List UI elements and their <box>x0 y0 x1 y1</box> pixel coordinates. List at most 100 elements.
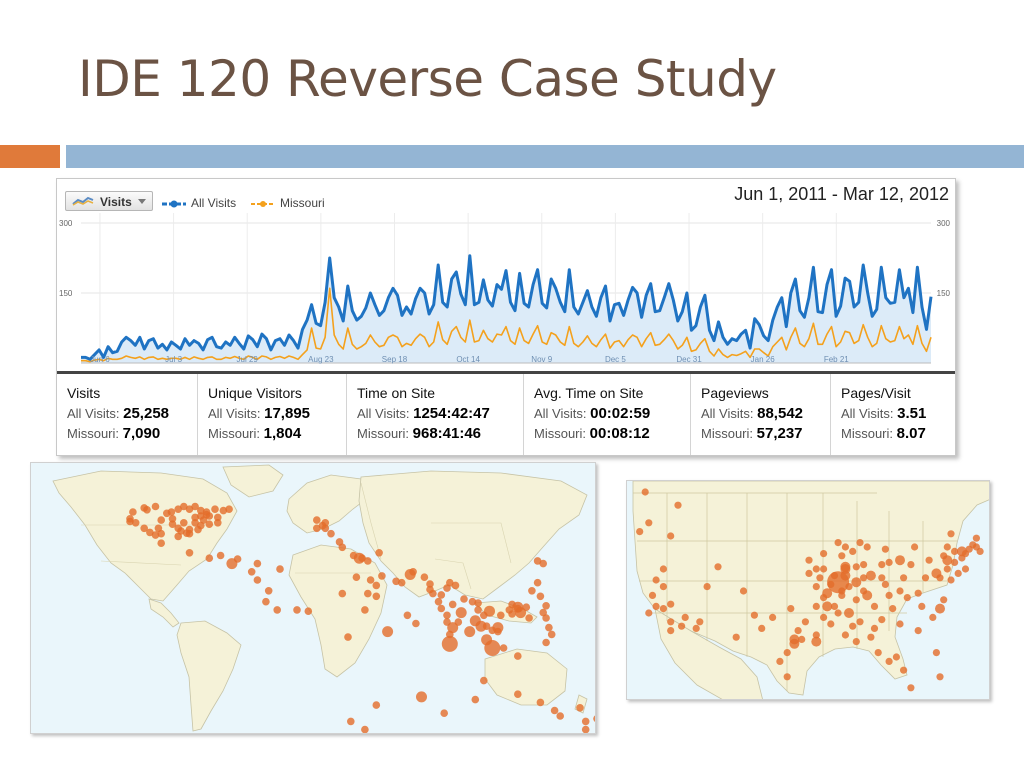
land-greenland <box>222 464 284 498</box>
visitor-location-marker <box>935 603 945 614</box>
visitor-location-marker <box>214 513 222 522</box>
visitor-location-marker <box>293 606 301 614</box>
visitor-location-marker <box>641 488 649 496</box>
visitor-location-marker <box>344 633 352 641</box>
date-range[interactable]: Jun 1, 2011 - Mar 12, 2012 <box>734 184 949 204</box>
us-map[interactable] <box>626 480 990 700</box>
visitor-location-marker <box>907 684 915 692</box>
visitor-location-marker <box>798 635 806 643</box>
visitor-location-marker <box>849 547 857 555</box>
metric-dropdown-label: Visits <box>100 195 132 209</box>
visitor-location-marker <box>451 581 460 590</box>
visitor-location-marker <box>667 627 675 635</box>
stat-pageviews[interactable]: Pageviews All Visits: 88,542 Missouri: 57,… <box>691 374 831 455</box>
stat-all-label: All Visits: <box>208 406 261 421</box>
x-tick-label: Jun 6 <box>90 355 110 364</box>
visitor-location-marker <box>397 578 406 587</box>
line-chart-icon <box>72 196 94 206</box>
visitor-location-marker <box>947 576 955 584</box>
stat-all-visits-row: All Visits: 88,542 <box>701 404 830 424</box>
stat-mo-label: Missouri: <box>357 426 410 441</box>
state-borders <box>633 492 957 691</box>
stat-mo-label: Missouri: <box>701 426 754 441</box>
border-india <box>434 558 472 590</box>
stat-pages-visit[interactable]: Pages/Visit All Visits: 3.51 Missouri: 8.0… <box>831 374 955 455</box>
visitor-location-marker <box>247 568 256 576</box>
visitor-location-marker <box>878 561 886 569</box>
accent-bar-orange <box>0 145 60 168</box>
stat-avg-time-on-site[interactable]: Avg. Time on Site All Visits: 00:02:59 Mis… <box>524 374 691 455</box>
stat-time-on-site[interactable]: Time on Site All Visits: 1254:42:47 Missou… <box>347 374 524 455</box>
visitor-location-marker <box>525 614 533 622</box>
visitor-location-marker <box>852 638 860 646</box>
visitor-location-marker <box>475 620 487 632</box>
visitor-location-marker <box>827 620 835 628</box>
stat-all-label: All Visits: <box>357 406 410 421</box>
visitor-location-marker <box>851 577 862 588</box>
visitor-location-marker <box>769 613 777 621</box>
land-australia <box>484 648 568 706</box>
y-tick-label-left: 150 <box>59 289 73 298</box>
stat-title: Unique Visitors <box>208 385 302 401</box>
visitor-location-marker <box>581 725 590 733</box>
metric-dropdown[interactable]: Visits <box>65 191 153 211</box>
visitor-location-marker <box>429 589 437 598</box>
visitor-location-marker <box>382 626 394 638</box>
stat-visits[interactable]: Visits All Visits: 25,258 Missouri: 7,090 <box>57 374 198 455</box>
accent-bar-blue <box>66 145 1024 168</box>
visitor-location-marker <box>484 605 495 617</box>
visitor-location-marker <box>205 520 214 528</box>
visitor-location-marker <box>674 501 682 509</box>
visitor-location-marker <box>870 624 879 632</box>
us-map-markers <box>636 488 984 692</box>
y-tick-label-left: 300 <box>59 219 73 228</box>
x-tick-label: Feb 21 <box>824 355 849 364</box>
visitor-location-marker <box>264 587 273 595</box>
world-map[interactable] <box>30 462 596 734</box>
visitor-location-marker <box>182 529 191 537</box>
visits-chart: Jun 6 Jul 3 Jul 29 Aug 23 Sep 18 Oct 14 Nov 9 D… <box>59 213 951 364</box>
visitor-location-marker <box>253 576 262 584</box>
visitor-location-marker <box>841 543 849 551</box>
visitor-location-marker <box>375 549 383 557</box>
visitor-location-marker <box>550 706 559 715</box>
visitor-location-marker <box>440 709 449 717</box>
series-area-all-visits <box>81 255 931 363</box>
stat-mo-label: Missouri: <box>534 426 587 441</box>
visitor-location-marker <box>878 616 886 624</box>
stat-mo-value: 8.07 <box>896 425 926 442</box>
visitor-location-marker <box>874 649 882 657</box>
visitor-location-marker <box>863 543 871 551</box>
x-tick-label: Dec 5 <box>605 355 626 364</box>
visitor-location-marker <box>131 519 140 527</box>
legend-missouri[interactable]: Missouri <box>250 196 325 210</box>
visitor-location-marker <box>441 635 458 652</box>
stat-missouri-row: Missouri: 57,237 <box>701 424 830 444</box>
visitor-location-marker <box>484 640 501 656</box>
stat-title: Avg. Time on Site <box>534 385 644 401</box>
stat-unique-visitors[interactable]: Unique Visitors All Visits: 17,895 Missour… <box>198 374 347 455</box>
visitor-location-marker <box>860 561 868 569</box>
visitor-location-marker <box>542 614 550 622</box>
visitor-location-marker <box>327 529 335 538</box>
land-europe <box>286 474 370 534</box>
visitor-location-marker <box>732 633 740 641</box>
visitor-location-marker <box>925 556 933 564</box>
visitor-location-marker <box>157 529 165 538</box>
visitor-location-marker <box>474 606 482 614</box>
chart-y-axis: 300 300 150 150 <box>59 219 951 298</box>
visitor-location-marker <box>581 717 590 726</box>
visitor-location-marker <box>870 602 879 610</box>
visitor-location-marker <box>787 605 795 613</box>
visitor-location-marker <box>896 620 904 628</box>
visitor-location-marker <box>820 550 828 558</box>
border-europe-asia <box>360 482 382 560</box>
visitor-location-marker <box>645 609 653 617</box>
legend-all-visits[interactable]: All Visits <box>161 196 236 210</box>
world-map-canvas <box>52 464 595 733</box>
visitor-location-marker <box>881 580 889 588</box>
visitor-location-marker <box>180 502 188 511</box>
visitor-location-marker <box>889 605 897 613</box>
visitor-location-marker <box>225 505 233 513</box>
visitor-location-marker <box>931 568 942 579</box>
